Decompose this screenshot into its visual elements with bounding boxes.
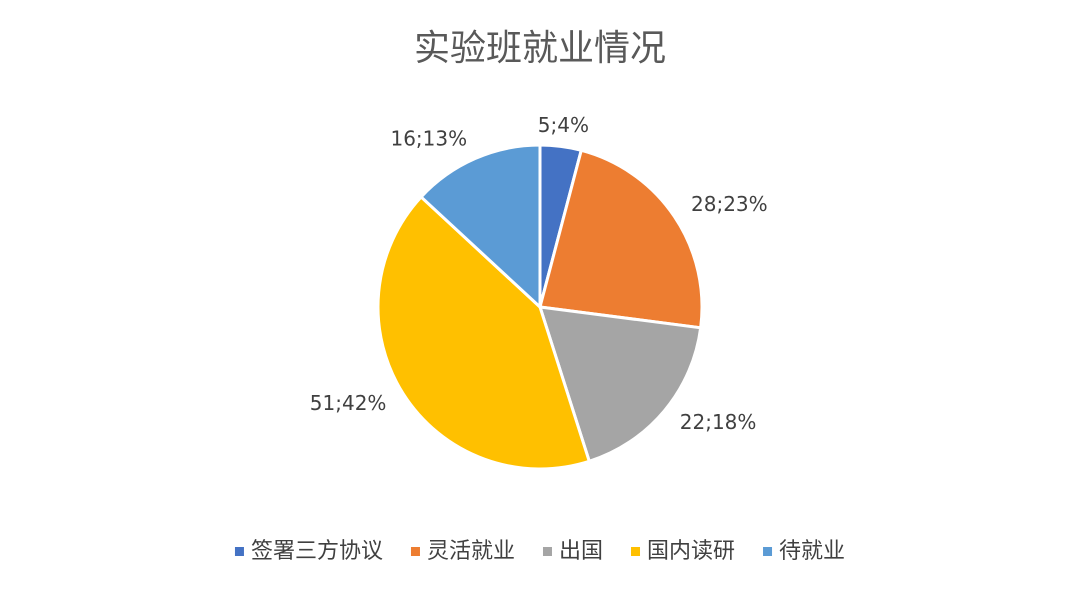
data-label: 5;4% <box>538 113 589 137</box>
pie-slice <box>418 143 542 311</box>
data-label: 22;18% <box>680 410 757 434</box>
data-label: 28;23% <box>691 192 768 216</box>
legend-swatch <box>542 547 552 556</box>
pie-slice <box>537 305 703 464</box>
legend-label: 签署三方协议 <box>251 539 383 564</box>
legend: 签署三方协议 灵活就业 出国 国内读研 待就业 <box>234 539 845 564</box>
legend-swatch <box>763 547 773 556</box>
pie-slice <box>376 194 592 471</box>
legend-label: 待就业 <box>779 539 845 564</box>
chart-title: 实验班就业情况 <box>414 28 666 69</box>
legend-label: 灵活就业 <box>427 539 515 564</box>
legend-swatch <box>631 547 641 556</box>
legend-swatch <box>410 547 420 556</box>
pie-slice <box>538 148 704 330</box>
data-label: 51;42% <box>310 391 387 415</box>
legend-label: 国内读研 <box>647 539 735 564</box>
legend-label: 出国 <box>559 539 603 564</box>
legend-swatch <box>234 547 244 556</box>
data-label: 16;13% <box>390 127 467 151</box>
